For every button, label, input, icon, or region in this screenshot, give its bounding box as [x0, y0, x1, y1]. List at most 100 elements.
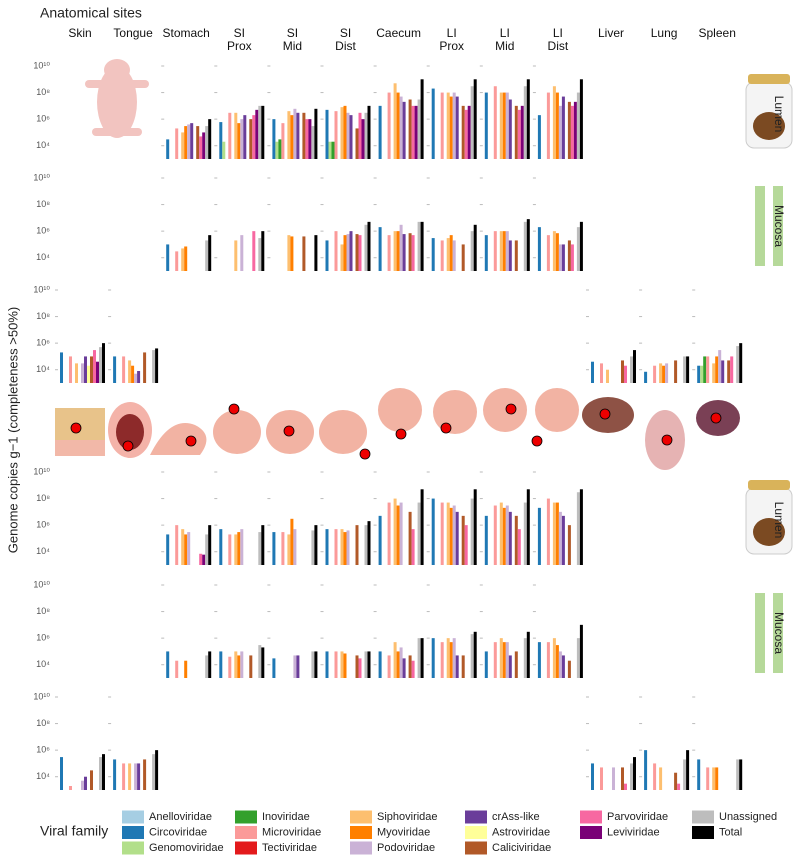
bar — [175, 128, 179, 159]
bar — [181, 248, 185, 271]
bar — [399, 224, 403, 271]
legend-label: Parvoviridae — [607, 811, 668, 823]
bar — [493, 505, 497, 565]
bar — [411, 660, 415, 678]
bar — [452, 505, 456, 565]
bar — [686, 356, 690, 383]
bar — [261, 231, 265, 271]
pig-icon — [85, 59, 149, 138]
bar — [261, 105, 265, 159]
bar — [446, 92, 450, 159]
bar — [314, 235, 318, 271]
bar — [446, 638, 450, 678]
bar — [184, 534, 188, 565]
site-label: SI Prox — [226, 26, 252, 53]
y-tick-label: 10⁶ — [36, 226, 50, 236]
legend-swatch — [122, 826, 144, 839]
bar — [131, 365, 135, 383]
legend-label: Unassigned — [719, 811, 777, 823]
bar — [493, 86, 497, 159]
bar — [420, 489, 424, 565]
legend-label: Podoviridae — [377, 842, 435, 854]
bar — [739, 759, 743, 790]
bar — [624, 783, 627, 790]
bar — [387, 502, 391, 565]
bar — [470, 86, 474, 159]
bar — [700, 365, 704, 383]
bar — [455, 655, 459, 678]
bar — [113, 356, 117, 383]
bar — [340, 529, 344, 565]
bar — [99, 757, 102, 790]
bar — [555, 92, 559, 159]
bar — [205, 655, 209, 678]
bar — [697, 365, 701, 383]
y-tick-label: 10⁸ — [36, 311, 50, 321]
bar — [644, 750, 648, 790]
bar — [499, 231, 503, 271]
bar — [281, 532, 285, 565]
bar — [393, 642, 397, 678]
bar — [343, 235, 347, 271]
stool-icon — [753, 112, 785, 140]
bar — [258, 645, 262, 678]
bar — [396, 231, 400, 271]
bar — [355, 234, 359, 271]
bar — [90, 356, 93, 383]
bar — [420, 638, 424, 678]
bar — [514, 105, 518, 159]
bar — [721, 360, 725, 383]
bar — [440, 240, 444, 271]
bar — [461, 105, 465, 159]
site-label: Spleen — [698, 26, 736, 40]
y-axis-label: Genome copies g−1 (completeness >50%) — [5, 307, 20, 553]
bar — [537, 115, 541, 159]
bar — [296, 112, 300, 159]
bar — [446, 502, 450, 565]
y-tick-label: 10¹⁰ — [33, 172, 50, 182]
bar — [228, 534, 232, 565]
bar — [402, 101, 406, 159]
bar — [184, 246, 188, 271]
bar — [420, 79, 424, 159]
bar — [219, 529, 223, 565]
bar — [367, 105, 371, 159]
bar — [674, 360, 678, 383]
bar — [346, 234, 350, 271]
bar — [449, 235, 453, 271]
bar — [473, 224, 477, 271]
bar — [408, 99, 412, 159]
bar — [208, 651, 212, 678]
bar — [122, 763, 126, 790]
bar — [523, 221, 527, 271]
legend-label: Genomoviridae — [149, 842, 224, 854]
y-tick-label: 10⁴ — [36, 252, 50, 262]
bar — [417, 221, 421, 271]
bar — [281, 123, 285, 159]
y-tick-label: 10¹⁰ — [33, 60, 50, 70]
bar — [334, 651, 338, 678]
site-label: Stomach — [162, 26, 210, 40]
bar — [473, 489, 477, 565]
y-tick-label: 10⁸ — [36, 606, 50, 616]
bar — [440, 642, 444, 678]
bar — [367, 521, 371, 565]
bar — [234, 534, 238, 565]
y-tick-label: 10⁸ — [36, 493, 50, 503]
bar — [387, 655, 391, 678]
bar — [393, 83, 397, 159]
bar — [505, 642, 509, 678]
bar — [526, 631, 530, 678]
bar — [343, 105, 347, 159]
bar — [736, 759, 740, 790]
bar — [314, 651, 318, 678]
bar — [378, 105, 382, 159]
bar — [137, 371, 141, 383]
bar — [243, 115, 247, 159]
bar — [567, 660, 571, 678]
bar — [175, 251, 179, 271]
bar — [558, 244, 562, 271]
bar — [255, 109, 259, 159]
bar — [467, 105, 471, 159]
site-label: Lung — [650, 26, 678, 40]
